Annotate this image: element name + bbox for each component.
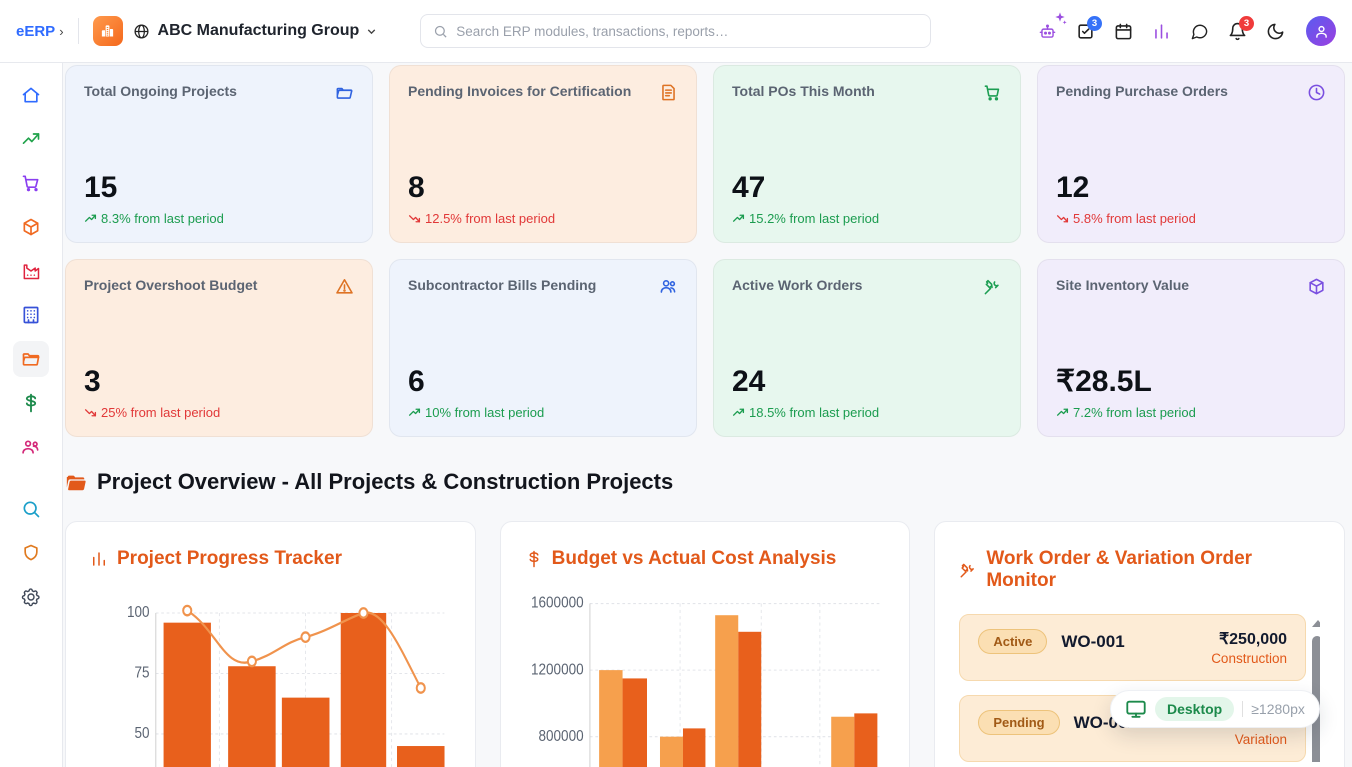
- svg-text:1600000: 1600000: [531, 595, 584, 612]
- svg-text:1200000: 1200000: [531, 661, 584, 678]
- svg-text:800000: 800000: [538, 728, 583, 745]
- svg-text:50: 50: [134, 725, 149, 742]
- svg-text:75: 75: [134, 665, 149, 682]
- svg-text:100: 100: [127, 604, 150, 621]
